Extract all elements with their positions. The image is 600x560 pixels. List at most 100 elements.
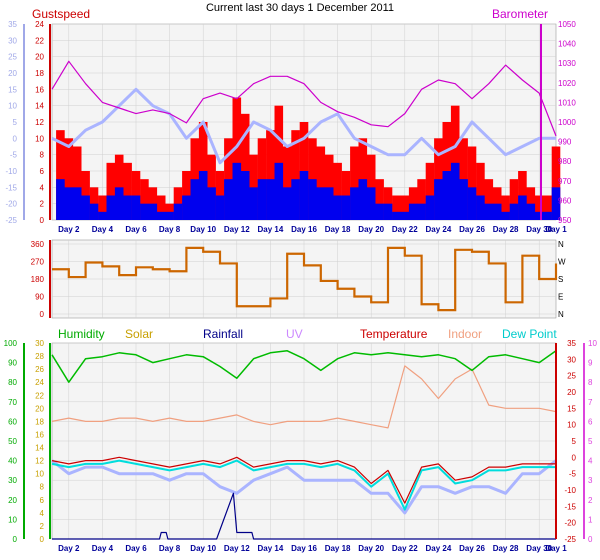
y-tick-humidity: 70: [8, 398, 17, 407]
gust-bar: [308, 138, 317, 220]
wind-bar: [375, 203, 384, 220]
gust-bar: [434, 138, 443, 220]
gust-bar: [358, 138, 368, 220]
y-tick-left-inner: 8: [40, 151, 45, 160]
x-tick-label: Day 20: [358, 544, 384, 553]
y-tick-left-outer: 10: [8, 102, 17, 111]
legend-temperature: Temperature: [360, 327, 428, 341]
y-tick-left-outer: -5: [10, 151, 18, 160]
series-indoor: [51, 365, 557, 429]
y-tick-uv: 9: [588, 359, 593, 368]
wind-bar: [291, 179, 300, 220]
gust-bar: [425, 162, 435, 220]
gust-bar: [492, 187, 502, 220]
y-tick-left-inner: 14: [35, 102, 44, 111]
x-tick-label: Day 10: [190, 544, 216, 553]
legend-rainfall: Rainfall: [203, 327, 243, 341]
y-tick-left-inner: 16: [35, 85, 44, 94]
series-temperature: [51, 456, 556, 504]
x-tick-label: Day 12: [224, 225, 250, 234]
y-tick-left-inner: 0: [40, 216, 45, 225]
y-tick-uv: 1: [588, 515, 593, 524]
y-tick-temperature: -25: [564, 535, 576, 544]
y-tick-left-inner: 10: [35, 134, 44, 143]
y-tick-temperature: 0: [572, 453, 577, 462]
y-tick-solar: 18: [35, 417, 44, 426]
y-tick-uv: 7: [588, 398, 593, 407]
wind-bar: [476, 195, 485, 220]
y-tick-right: 1040: [558, 40, 576, 49]
y-tick-temperature: 10: [567, 421, 576, 430]
wind-bar: [98, 211, 107, 220]
y-tick-direction: 180: [31, 275, 45, 284]
wind-bar: [165, 211, 174, 220]
x-tick-label: Day 1: [545, 544, 567, 553]
wind-bar: [282, 187, 292, 220]
wind-bar: [425, 195, 435, 220]
gust-bar: [257, 138, 267, 220]
legend-dewpoint: Dew Point: [502, 327, 557, 341]
x-tick-label: Day 30: [526, 225, 552, 234]
y-tick-left-outer: -25: [5, 216, 17, 225]
y-tick-humidity: 30: [8, 476, 17, 485]
x-tick-label: Day 24: [426, 544, 452, 553]
x-tick-label: Day 18: [325, 544, 351, 553]
x-tick-label: Day 2: [58, 544, 80, 553]
wind-bar: [207, 187, 216, 220]
y-tick-left-outer: 30: [8, 36, 17, 45]
ticks-bottom: 1009080706050403020100302826242220181614…: [4, 339, 598, 553]
wind-bar: [518, 195, 527, 220]
y-tick-compass: N: [558, 310, 564, 319]
gust-bar: [72, 146, 82, 220]
wind-bar: [526, 203, 536, 220]
x-tick-label: Day 14: [258, 544, 284, 553]
wind-bar: [140, 203, 149, 220]
x-tick-label: Day 6: [125, 544, 147, 553]
wind-bar: [173, 203, 183, 220]
y-tick-temperature: 5: [572, 437, 577, 446]
y-tick-left-outer: 35: [8, 20, 17, 29]
y-tick-temperature: 15: [567, 404, 576, 413]
gust-bar: [534, 195, 544, 220]
gust-bar: [240, 113, 250, 220]
y-tick-solar: 22: [35, 391, 44, 400]
x-tick-label: Day 4: [92, 225, 114, 234]
gust-bar: [350, 146, 359, 220]
y-tick-solar: 6: [40, 496, 45, 505]
y-tick-solar: 2: [40, 522, 45, 531]
gust-bar: [224, 138, 233, 220]
x-tick-label: Day 16: [291, 225, 317, 234]
wind-bar: [434, 179, 443, 220]
y-tick-temperature: -20: [564, 519, 576, 528]
gust-bar: [417, 179, 426, 220]
wind-bar: [358, 179, 368, 220]
gust-bar: [509, 179, 519, 220]
wind-bar: [89, 203, 99, 220]
wind-bar: [551, 187, 561, 220]
gust-bar: [459, 138, 468, 220]
wind-bar: [240, 171, 250, 220]
y-tick-humidity: 0: [13, 535, 18, 544]
gust-bar: [484, 179, 494, 220]
gust-bar: [476, 162, 485, 220]
y-tick-solar: 0: [40, 535, 45, 544]
y-tick-right: 1010: [558, 98, 576, 107]
y-tick-temperature: 20: [567, 388, 576, 397]
gust-bar: [98, 195, 107, 220]
y-tick-left-inner: 18: [35, 69, 44, 78]
y-tick-uv: 8: [588, 378, 593, 387]
wind-bar: [392, 211, 401, 220]
wind-bar: [383, 203, 393, 220]
y-tick-right: 960: [558, 196, 572, 205]
wind-bar: [299, 171, 309, 220]
series-temperature-light: [51, 87, 556, 165]
x-tick-label: Day 16: [291, 544, 317, 553]
x-tick-label: Day 14: [258, 225, 284, 234]
legend-solar: Solar: [125, 327, 153, 341]
y-tick-left-outer: 20: [8, 69, 17, 78]
gust-bar: [400, 195, 410, 220]
y-tick-uv: 4: [588, 457, 593, 466]
ticks-top: 35302520151050-5-10-15-20-25242220181614…: [5, 20, 576, 234]
x-tick-label: Day 28: [493, 544, 519, 553]
gust-bar: [123, 162, 132, 220]
